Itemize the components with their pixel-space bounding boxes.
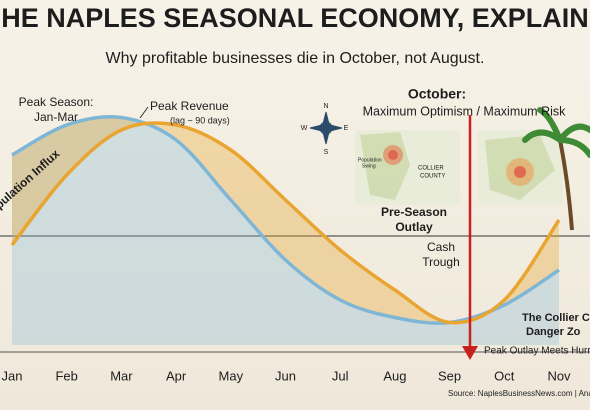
x-tick-label: Feb [55,368,77,383]
x-tick-label: Apr [166,368,187,383]
annotation: Pre-Season [381,205,447,219]
series-label: Peak Revenue [150,99,229,113]
compass [309,111,343,145]
map-left [355,130,460,205]
annotation: Danger Zo [526,326,581,338]
annotation: COUNTY [420,174,445,180]
annotation: Peak Season: [19,95,94,109]
palm-tree [522,107,590,231]
subtitle: Why profitable businesses die in October… [106,50,485,67]
arrow-head [462,346,478,360]
annotation: October: [408,86,466,102]
annotation: (lag ~ 90 days) [170,115,230,125]
annotation: W [301,125,308,132]
annotation: The Collier C [522,312,590,324]
series-line [11,114,560,325]
annotation: COLLIER [418,166,444,172]
population-area [12,116,559,345]
x-tick-label: Nov [547,368,571,383]
x-tick-label: Sep [438,368,461,383]
x-tick-label: Oct [494,368,515,383]
annotation: Jan-Mar [34,110,78,124]
annotation: N [323,103,328,110]
x-tick-label: May [219,368,244,383]
pointer [139,106,149,119]
x-tick-label: Mar [110,368,133,383]
annotation: Swing [362,163,376,169]
chart-title: HE NAPLES SEASONAL ECONOMY, EXPLAIN [1,3,589,33]
annotation: E [344,125,349,132]
gap-area [12,116,559,324]
annotation: Population [358,157,382,163]
x-tick-label: Aug [383,368,406,383]
x-tick-label: Jan [2,368,23,383]
annotation: Source: NaplesBusinessNews.com | Analys [448,389,590,398]
annotation: Peak Outlay Meets Hurric [484,346,590,357]
x-tick-label: Jul [332,368,349,383]
annotation: Outlay [395,220,433,234]
annotation: S [324,149,329,156]
annotation: Cash [427,240,455,254]
annotation: Trough [422,255,460,269]
annotation: Maximum Optimism / Maximum Risk [363,104,567,118]
map-right [478,130,563,205]
x-tick-label: Jun [275,368,296,383]
